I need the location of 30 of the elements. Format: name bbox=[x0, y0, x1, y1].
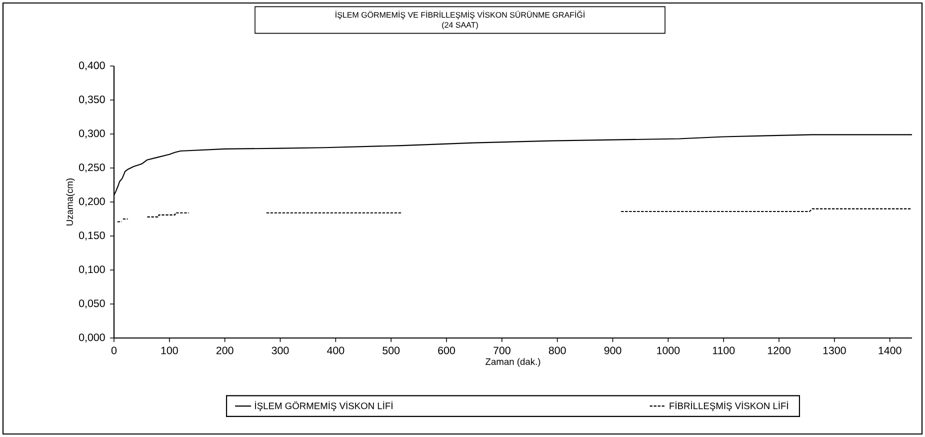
legend-label: İŞLEM GÖRMEMİŞ VİSKON LİFİ bbox=[255, 400, 392, 412]
y-tick-label: 0,050 bbox=[79, 300, 105, 308]
y-tick-label: 0,100 bbox=[79, 266, 105, 274]
x-tick-label: 900 bbox=[604, 346, 622, 354]
chart-title: İŞLEM GÖRMEMİŞ VE FİBRİLLEŞMİŞ VİSKON SÜRÜNME GRAFİĞİ bbox=[336, 10, 584, 20]
x-tick-label: 400 bbox=[327, 346, 344, 354]
x-tick-label: 700 bbox=[494, 346, 510, 354]
x-tick-label: 1100 bbox=[712, 346, 735, 354]
y-tick-label: 0,000 bbox=[79, 334, 105, 342]
x-tick-label: 0 bbox=[111, 346, 117, 354]
y-tick-label: 0,250 bbox=[79, 164, 105, 172]
y-tick-label: 0,300 bbox=[79, 130, 105, 138]
y-tick-label: 0,350 bbox=[79, 96, 105, 104]
x-tick-label: 1200 bbox=[768, 346, 790, 354]
legend-label: FİBRİLLEŞMİŞ VİSKON LİFİ bbox=[670, 400, 788, 412]
x-tick-label: 600 bbox=[438, 346, 455, 354]
x-tick-label: 500 bbox=[382, 346, 400, 354]
y-tick-label: 0,200 bbox=[79, 198, 105, 206]
x-tick-label: 1300 bbox=[823, 346, 846, 354]
x-axis-title: Zaman (dak.) bbox=[486, 358, 540, 367]
x-tick-label: 1000 bbox=[657, 346, 680, 354]
y-tick-label: 0,400 bbox=[79, 62, 105, 70]
x-tick-label: 1400 bbox=[878, 346, 902, 354]
x-tick-label: 200 bbox=[216, 346, 234, 354]
y-tick-label: 0,150 bbox=[79, 232, 105, 240]
x-tick-label: 800 bbox=[548, 346, 566, 354]
x-tick-label: 100 bbox=[161, 346, 178, 354]
x-tick-label: 300 bbox=[272, 346, 289, 354]
chart-subtitle: (24 SAAT) bbox=[442, 22, 478, 30]
y-axis-title: Uzama(cm) bbox=[66, 178, 75, 226]
